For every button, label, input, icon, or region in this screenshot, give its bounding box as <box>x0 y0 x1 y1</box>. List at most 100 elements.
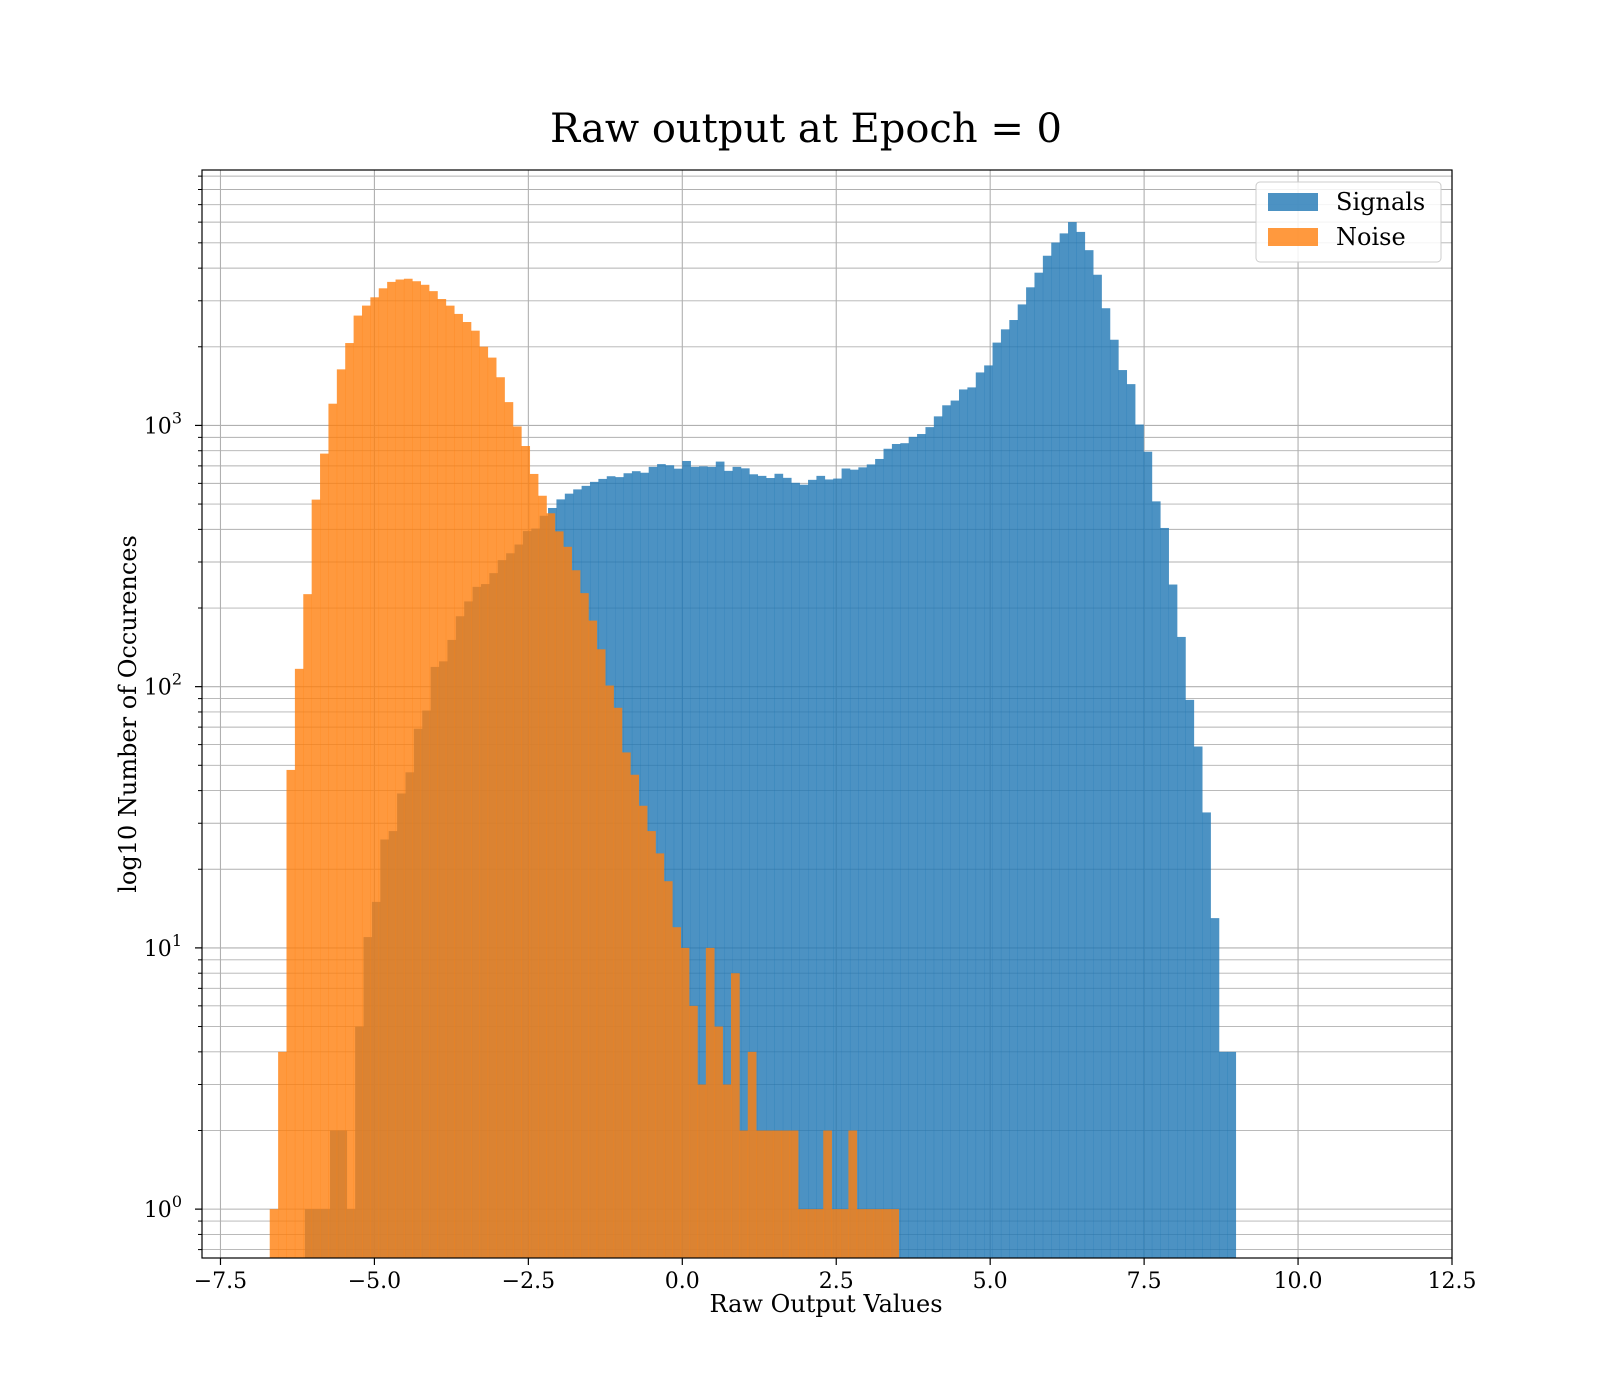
bar-signals-73 <box>917 434 926 1258</box>
bar-noise-62 <box>789 1130 799 1258</box>
bar-noise-68 <box>840 1209 849 1258</box>
bar-noise-63 <box>798 1209 807 1258</box>
bar-noise-41 <box>613 707 623 1258</box>
bar-noise-7 <box>328 403 338 1258</box>
legend-swatch-noise <box>1268 228 1318 246</box>
bar-signals-70 <box>891 443 901 1258</box>
bar-noise-4 <box>303 594 312 1258</box>
y-tick-label: 101 <box>144 931 182 962</box>
bar-signals-72 <box>908 436 918 1258</box>
bar-noise-54 <box>722 1084 732 1258</box>
legend-label-noise: Noise <box>1336 223 1406 251</box>
bar-noise-60 <box>772 1130 782 1258</box>
y-axis-label: log10 Number of Occurences <box>114 535 142 893</box>
bar-signals-69 <box>883 448 893 1258</box>
bar-signals-64 <box>841 468 851 1258</box>
bar-noise-30 <box>521 446 531 1258</box>
bar-noise-42 <box>621 752 631 1258</box>
bar-signals-86 <box>1026 287 1035 1258</box>
bar-signals-44 <box>673 468 683 1258</box>
bar-signals-67 <box>866 464 876 1259</box>
bar-noise-9 <box>345 343 354 1258</box>
bar-noise-26 <box>487 357 497 1258</box>
bar-noise-69 <box>848 1130 858 1258</box>
bar-noise-58 <box>756 1130 765 1258</box>
bar-noise-53 <box>714 1026 723 1258</box>
chart-title: Raw output at Epoch = 0 <box>550 106 1062 152</box>
bar-noise-50 <box>689 1005 698 1258</box>
bar-noise-10 <box>353 315 363 1258</box>
bar-noise-37 <box>580 593 589 1258</box>
bar-signals-108 <box>1210 918 1220 1258</box>
bar-signals-59 <box>799 484 809 1258</box>
bar-noise-21 <box>445 305 455 1258</box>
bar-signals-96 <box>1109 339 1119 1258</box>
bar-signals-104 <box>1177 636 1186 1258</box>
bar-noise-39 <box>596 649 606 1258</box>
bar-signals-43 <box>665 465 675 1258</box>
bar-signals-46 <box>690 466 700 1258</box>
bar-signals-101 <box>1151 501 1161 1259</box>
x-tick-label: 12.5 <box>1428 1269 1477 1294</box>
bar-signals-94 <box>1093 274 1102 1258</box>
bar-signals-106 <box>1193 746 1203 1258</box>
bar-noise-72 <box>873 1209 883 1258</box>
bar-signals-95 <box>1101 308 1111 1258</box>
bar-signals-103 <box>1168 584 1178 1258</box>
bar-signals-45 <box>682 460 691 1259</box>
bar-signals-105 <box>1185 699 1195 1258</box>
bar-signals-76 <box>942 405 951 1258</box>
bar-signals-80 <box>975 372 985 1259</box>
bar-signals-71 <box>900 443 909 1258</box>
bar-signals-61 <box>816 475 826 1259</box>
bar-noise-59 <box>764 1130 774 1258</box>
bar-signals-89 <box>1051 242 1060 1258</box>
x-axis-label: Raw Output Values <box>709 1290 942 1318</box>
x-tick-label: −7.5 <box>194 1269 247 1294</box>
bar-noise-49 <box>680 947 690 1258</box>
bar-signals-60 <box>808 479 817 1258</box>
bar-noise-55 <box>731 973 740 1258</box>
bar-signals-90 <box>1059 233 1069 1259</box>
bar-noise-18 <box>420 284 430 1258</box>
bar-signals-77 <box>950 400 960 1258</box>
legend-label-signals: Signals <box>1336 188 1425 216</box>
bar-signals-52 <box>740 468 750 1258</box>
bar-signals-50 <box>724 470 733 1259</box>
x-tick-label: −2.5 <box>502 1269 555 1294</box>
bar-signals-85 <box>1017 304 1027 1258</box>
bar-noise-46 <box>655 853 665 1258</box>
bar-noise-0 <box>269 1209 279 1258</box>
axis-ticks: −7.5 −5.0 −2.5 0.0 2.5 5.0 7.5 10.0 12.5 100 101 10… <box>144 175 1477 1294</box>
bar-noise-57 <box>747 1051 757 1258</box>
bar-noise-70 <box>856 1209 866 1258</box>
bar-signals-107 <box>1202 812 1211 1258</box>
bar-signals-87 <box>1034 272 1044 1258</box>
bar-signals-82 <box>992 342 1002 1258</box>
bar-signals-88 <box>1042 255 1052 1259</box>
histogram-bars <box>269 222 1237 1259</box>
bar-noise-14 <box>387 281 396 1258</box>
series-noise <box>269 278 900 1259</box>
x-tick-label: 10.0 <box>1274 1269 1323 1294</box>
bar-noise-74 <box>890 1209 900 1258</box>
bar-noise-20 <box>437 299 447 1258</box>
bar-noise-8 <box>336 369 346 1258</box>
bar-noise-71 <box>865 1209 874 1258</box>
bar-signals-63 <box>833 478 842 1258</box>
bar-signals-75 <box>933 416 943 1259</box>
bar-signals-78 <box>958 389 968 1259</box>
bar-noise-12 <box>370 297 380 1259</box>
bar-signals-83 <box>1000 329 1010 1258</box>
bar-signals-98 <box>1126 384 1136 1259</box>
legend: Signals Noise <box>1255 181 1442 263</box>
bar-noise-11 <box>361 305 371 1258</box>
x-tick-label: −5.0 <box>348 1269 401 1294</box>
bar-signals-58 <box>791 482 800 1258</box>
bar-signals-74 <box>925 427 935 1258</box>
bar-noise-64 <box>806 1209 816 1258</box>
bar-signals-57 <box>782 477 792 1258</box>
bar-noise-5 <box>311 499 321 1258</box>
bar-signals-54 <box>757 475 767 1259</box>
bar-signals-56 <box>774 473 784 1258</box>
